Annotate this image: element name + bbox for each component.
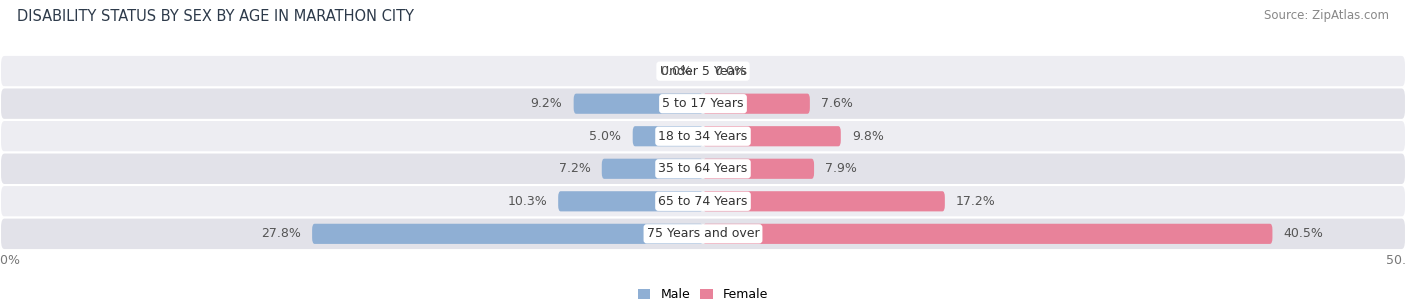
FancyBboxPatch shape [574, 94, 703, 114]
FancyBboxPatch shape [703, 191, 945, 211]
Text: 18 to 34 Years: 18 to 34 Years [658, 130, 748, 143]
FancyBboxPatch shape [558, 191, 703, 211]
FancyBboxPatch shape [703, 159, 814, 179]
Text: Source: ZipAtlas.com: Source: ZipAtlas.com [1264, 9, 1389, 22]
Text: 9.2%: 9.2% [530, 97, 562, 110]
FancyBboxPatch shape [0, 217, 1406, 250]
Text: DISABILITY STATUS BY SEX BY AGE IN MARATHON CITY: DISABILITY STATUS BY SEX BY AGE IN MARAT… [17, 9, 413, 24]
Text: 7.2%: 7.2% [558, 162, 591, 175]
Text: 40.5%: 40.5% [1284, 227, 1323, 240]
FancyBboxPatch shape [703, 224, 1272, 244]
Text: 75 Years and over: 75 Years and over [647, 227, 759, 240]
Text: Under 5 Years: Under 5 Years [659, 65, 747, 78]
FancyBboxPatch shape [602, 159, 703, 179]
FancyBboxPatch shape [0, 120, 1406, 152]
FancyBboxPatch shape [703, 126, 841, 146]
Text: 27.8%: 27.8% [262, 227, 301, 240]
Text: 5 to 17 Years: 5 to 17 Years [662, 97, 744, 110]
FancyBboxPatch shape [633, 126, 703, 146]
Text: 5.0%: 5.0% [589, 130, 621, 143]
Text: 7.6%: 7.6% [821, 97, 853, 110]
Legend: Male, Female: Male, Female [633, 283, 773, 305]
Text: 65 to 74 Years: 65 to 74 Years [658, 195, 748, 208]
Text: 35 to 64 Years: 35 to 64 Years [658, 162, 748, 175]
Text: 17.2%: 17.2% [956, 195, 995, 208]
Text: 0.0%: 0.0% [659, 65, 692, 78]
FancyBboxPatch shape [703, 94, 810, 114]
FancyBboxPatch shape [0, 88, 1406, 120]
Text: 0.0%: 0.0% [714, 65, 747, 78]
Text: 7.9%: 7.9% [825, 162, 858, 175]
FancyBboxPatch shape [0, 152, 1406, 185]
FancyBboxPatch shape [312, 224, 703, 244]
Text: 10.3%: 10.3% [508, 195, 547, 208]
FancyBboxPatch shape [0, 185, 1406, 217]
Text: 9.8%: 9.8% [852, 130, 884, 143]
FancyBboxPatch shape [0, 55, 1406, 88]
